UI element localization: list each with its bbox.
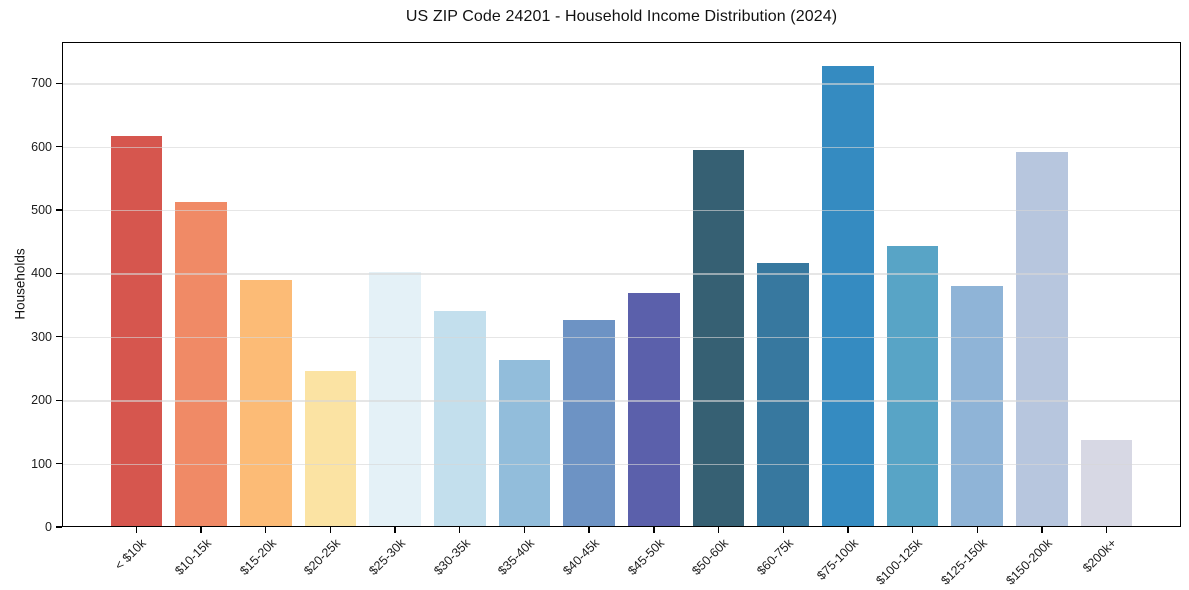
x-tick-label-$200k+: $200k+ (1080, 536, 1120, 576)
x-tick-label-$45-50k: $45-50k (624, 536, 667, 578)
bar-$100-125k (886, 246, 939, 527)
x-tick-mark-$50-60k (717, 527, 720, 533)
bar-$150-200k (1016, 152, 1068, 527)
x-tick-mark-$200k+ (1105, 527, 1108, 533)
gridline-y-500 (62, 210, 1181, 212)
x-tick-mark-$15-20k (265, 527, 267, 533)
y-tick-mark-300 (56, 336, 62, 338)
gridline-y-400 (62, 273, 1181, 275)
chart-title: US ZIP Code 24201 - Household Income Dis… (405, 8, 838, 25)
x-tick-mark-$75-100k (847, 527, 849, 533)
x-tick-label-$10-15k: $10-15k (172, 536, 214, 578)
y-tick-label-100: 100 (31, 456, 52, 471)
x-tick-mark-$20-25k (329, 527, 332, 533)
bar-$75-100k (822, 66, 874, 527)
bar-$45-50k (627, 293, 680, 527)
y-tick-mark-0 (56, 526, 62, 528)
x-tick-label-$35-40k: $35-40k (495, 536, 538, 578)
y-tick-label-300: 300 (31, 329, 52, 344)
gridline-y-100 (62, 463, 1181, 465)
bar-$125-150k (951, 286, 1004, 527)
y-tick-mark-600 (56, 145, 62, 148)
x-tick-label-$15-20k: $15-20k (236, 536, 279, 578)
y-tick-mark-400 (56, 272, 62, 275)
y-tick-mark-100 (56, 462, 62, 465)
bar-$200k+ (1080, 439, 1133, 527)
x-tick-label-$125-150k: $125-150k (938, 536, 991, 588)
plot-area (62, 42, 1181, 527)
bar-$50-60k (692, 150, 745, 527)
x-tick-mark-< $10k (135, 527, 138, 533)
y-tick-label-400: 400 (31, 266, 52, 281)
gridline-y-300 (62, 336, 1181, 339)
x-tick-label-$100-125k: $100-125k (873, 536, 926, 588)
y-tick-label-600: 600 (31, 139, 52, 154)
bar-$15-20k (239, 279, 292, 527)
y-tick-label-200: 200 (31, 393, 52, 408)
bar-< $10k (110, 136, 163, 527)
y-tick-mark-200 (56, 399, 62, 401)
x-tick-mark-$100-125k (911, 527, 914, 533)
x-tick-mark-$35-40k (523, 527, 526, 533)
bar-$20-25k (304, 371, 357, 527)
x-tick-label-< $10k: < $10k (112, 536, 150, 573)
y-tick-label-0: 0 (45, 520, 52, 534)
x-tick-mark-$45-50k (653, 527, 655, 533)
x-tick-label-$20-25k: $20-25k (301, 536, 344, 578)
bar-$10-15k (175, 201, 227, 527)
gridline-y-600 (62, 146, 1181, 148)
bar-$35-40k (498, 360, 551, 527)
x-tick-mark-$30-35k (459, 527, 461, 533)
y-tick-mark-500 (56, 209, 62, 211)
y-tick-mark-700 (56, 82, 62, 84)
x-tick-mark-$10-15k (200, 527, 202, 533)
x-tick-label-$60-75k: $60-75k (754, 536, 797, 578)
gridline-y-200 (62, 400, 1181, 402)
x-tick-label-$25-30k: $25-30k (366, 536, 409, 578)
x-tick-mark-$150-200k (1041, 527, 1043, 533)
gridline-y-700 (62, 83, 1181, 85)
x-tick-label-$30-35k: $30-35k (430, 536, 473, 578)
bar-$40-45k (563, 319, 616, 527)
x-tick-label-$40-45k: $40-45k (560, 536, 603, 578)
x-tick-label-$50-60k: $50-60k (689, 536, 732, 578)
bar-$25-30k (369, 271, 421, 527)
bar-$30-35k (433, 310, 486, 527)
y-tick-label-700: 700 (31, 76, 52, 91)
y-tick-label-500: 500 (31, 203, 52, 217)
x-tick-mark-$125-150k (976, 527, 978, 533)
x-tick-mark-$25-30k (394, 527, 396, 533)
x-tick-mark-$60-75k (782, 527, 784, 533)
x-tick-mark-$40-45k (588, 527, 590, 533)
y-axis-label: Households (12, 248, 28, 320)
bar-$60-75k (757, 262, 810, 527)
x-tick-label-$150-200k: $150-200k (1003, 536, 1055, 588)
x-tick-label-$75-100k: $75-100k (814, 536, 861, 583)
